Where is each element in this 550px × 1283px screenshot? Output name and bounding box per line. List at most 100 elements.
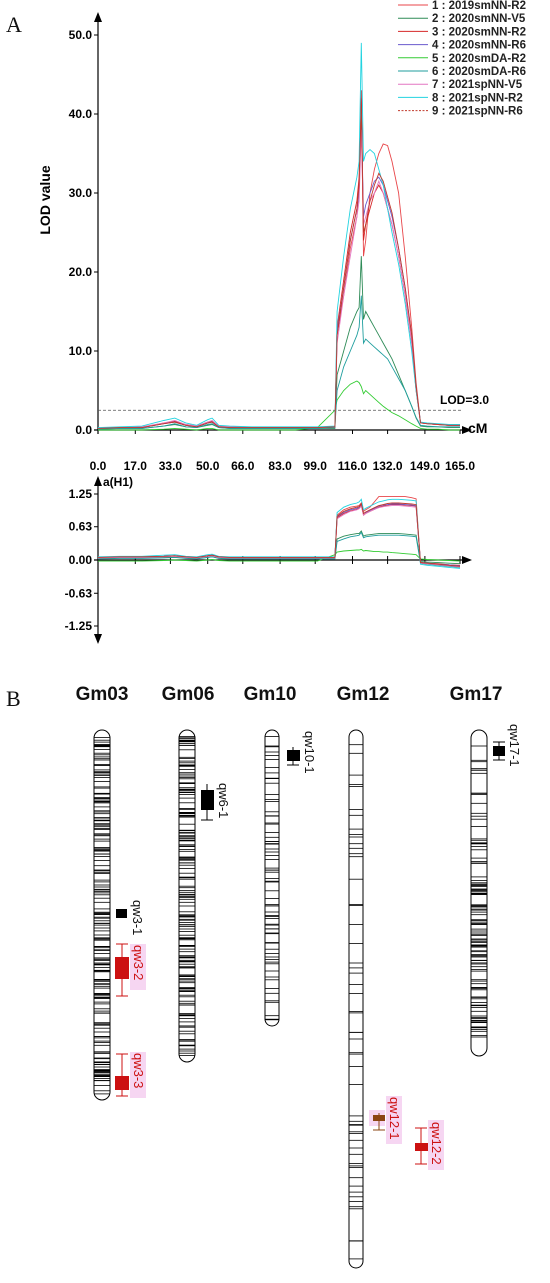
effect-series-line <box>97 505 461 568</box>
marker-lines <box>265 736 279 1021</box>
x-tick-label: 116.0 <box>338 459 368 473</box>
y-tick-label: 10.0 <box>69 344 93 358</box>
legend-entry: 4 : 2020smNN-R6 <box>432 40 526 52</box>
y-tick-label: 50.0 <box>69 28 93 42</box>
qtl-qw12-2: qw12-2 <box>415 1120 444 1170</box>
panel-a-letter: A <box>6 12 22 37</box>
lod-series-line <box>98 380 460 431</box>
y-tick-label: 0.0 <box>75 423 92 437</box>
lod-y-ticks: 0.0 10.0 20.0 30.0 40.0 50.0 <box>69 28 98 437</box>
chromosome-bar <box>348 729 364 1269</box>
x-tick-label: 99.0 <box>304 459 328 473</box>
effect-series-line <box>97 498 461 569</box>
y-tick-label: -0.63 <box>65 586 93 600</box>
x-tick-label: 66.0 <box>231 459 255 473</box>
qtl-box <box>201 790 214 810</box>
chromosome-label: Gm10 <box>244 684 297 705</box>
legend-entry: 7 : 2021spNN-V5 <box>432 79 523 91</box>
qtl-label-highlight <box>386 1096 402 1144</box>
chromosome-gm06: Gm06 qw6-1 <box>162 684 231 1063</box>
qtl-qw12-1: qw12-1 <box>369 1096 402 1144</box>
panel-b-letter: B <box>6 686 21 711</box>
lod-chart: LOD value cM 0.0 10.0 20.0 30.0 40.0 50.0 0.0… <box>37 0 526 473</box>
effect-axis-label: a(H1) <box>103 475 133 489</box>
lod-x-axis-arrow <box>462 426 472 434</box>
lod-series-line <box>97 129 460 429</box>
qtl-qw3-2: qw3-2 <box>115 943 146 997</box>
qtl-qw10-1: qw10-1 <box>287 731 317 774</box>
qtl-box <box>115 1076 129 1090</box>
y-tick-label: 30.0 <box>69 186 93 200</box>
qtl-label-highlight <box>130 944 146 990</box>
lod-series-line <box>97 113 460 429</box>
legend-entry: 1 : 2019smNN-R2 <box>432 0 526 12</box>
legend: 1 : 2019smNN-R22 : 2020smNN-V53 : 2020sm… <box>398 0 526 118</box>
effect-y-ticks: 1.25 0.63 0.00 -0.63 -1.25 <box>65 487 98 633</box>
qtl-box <box>493 746 505 756</box>
effect-series-group <box>97 496 461 569</box>
chromosome-bar <box>264 729 280 1027</box>
effect-series-line <box>97 531 461 568</box>
effect-y-axis-arrow-up <box>94 476 102 486</box>
chromosome-gm10: Gm10 qw10-1 <box>244 684 317 1027</box>
effect-y-axis-arrow-down <box>94 634 102 644</box>
lod-series-group <box>97 42 460 431</box>
lod-series-line <box>97 295 460 430</box>
x-tick-label: 165.0 <box>445 459 475 473</box>
chromosome-label: Gm03 <box>76 684 129 705</box>
qtl-label: qw3-3 <box>131 1053 146 1088</box>
qtl-label: qw10-1 <box>302 731 317 774</box>
chromosome-label: Gm06 <box>162 684 215 705</box>
qtl-label: qw12-2 <box>429 1122 444 1165</box>
x-tick-label: 50.0 <box>196 459 220 473</box>
lod-series-line <box>97 42 460 429</box>
y-tick-label: 40.0 <box>69 107 93 121</box>
qtl-qw3-1: qw3-1 <box>116 900 145 935</box>
x-tick-label: 149.0 <box>410 459 440 473</box>
lod-y-axis-arrow <box>94 12 102 22</box>
marker-lines <box>471 745 487 1038</box>
chromosome-gm03: Gm03 qw3-1 qw3-2 qw3-3 <box>76 684 146 1101</box>
chromosome-gm17: Gm17 qw17-1 <box>450 684 522 1057</box>
lod-threshold-label: LOD=3.0 <box>440 393 489 407</box>
qtl-label-highlight <box>130 1052 146 1098</box>
x-tick-label: 83.0 <box>268 459 292 473</box>
qtl-label: qw12-1 <box>387 1097 402 1140</box>
lod-series-line <box>97 98 460 429</box>
chromosome-label: Gm12 <box>337 684 390 705</box>
lod-x-ticks: 0.0 17.0 33.0 50.0 66.0 83.0 99.0 116.0 132.0 149… <box>90 430 475 473</box>
chromosome-bar <box>93 729 111 1101</box>
qtl-box <box>415 1143 428 1151</box>
qtl-label-highlight <box>428 1120 444 1170</box>
marker-lines <box>94 737 110 1095</box>
y-tick-label: 0.00 <box>69 553 93 567</box>
x-tick-label: 132.0 <box>373 459 403 473</box>
lod-series-line <box>97 106 460 429</box>
legend-entry: 5 : 2020smDA-R2 <box>432 53 526 65</box>
marker-lines <box>349 744 363 1260</box>
chromosome-label: Gm17 <box>450 684 503 705</box>
qtl-qw6-1: qw6-1 <box>201 783 231 821</box>
effect-x-axis-arrow <box>462 556 472 564</box>
legend-entry: 6 : 2020smDA-R6 <box>432 66 526 78</box>
y-tick-label: 1.25 <box>69 487 93 501</box>
legend-entry: 3 : 2020smNN-R2 <box>432 26 526 38</box>
y-tick-label: -1.25 <box>65 619 93 633</box>
y-tick-label: 0.63 <box>69 520 93 534</box>
qtl-qw17-1: qw17-1 <box>493 724 522 767</box>
qtl-box <box>115 957 129 979</box>
chromosome-gm12: Gm12 qw12-1 qw12-2 <box>337 684 444 1269</box>
qtl-label: qw6-1 <box>216 783 231 818</box>
x-tick-label: 0.0 <box>90 459 107 473</box>
qtl-box <box>373 1115 385 1121</box>
legend-entry: 9 : 2021spNN-R6 <box>432 106 523 118</box>
marker-lines <box>179 736 195 1056</box>
qtl-box <box>116 909 127 918</box>
lod-y-axis-label: LOD value <box>37 165 53 234</box>
effect-chart: a(H1) 1.25 0.63 0.00 -0.63 -1.25 <box>65 475 472 644</box>
x-tick-label: 33.0 <box>159 459 183 473</box>
lod-x-axis-unit: cM <box>468 420 487 436</box>
effect-series-line <box>97 502 461 567</box>
legend-entry: 8 : 2021spNN-R2 <box>432 92 523 104</box>
